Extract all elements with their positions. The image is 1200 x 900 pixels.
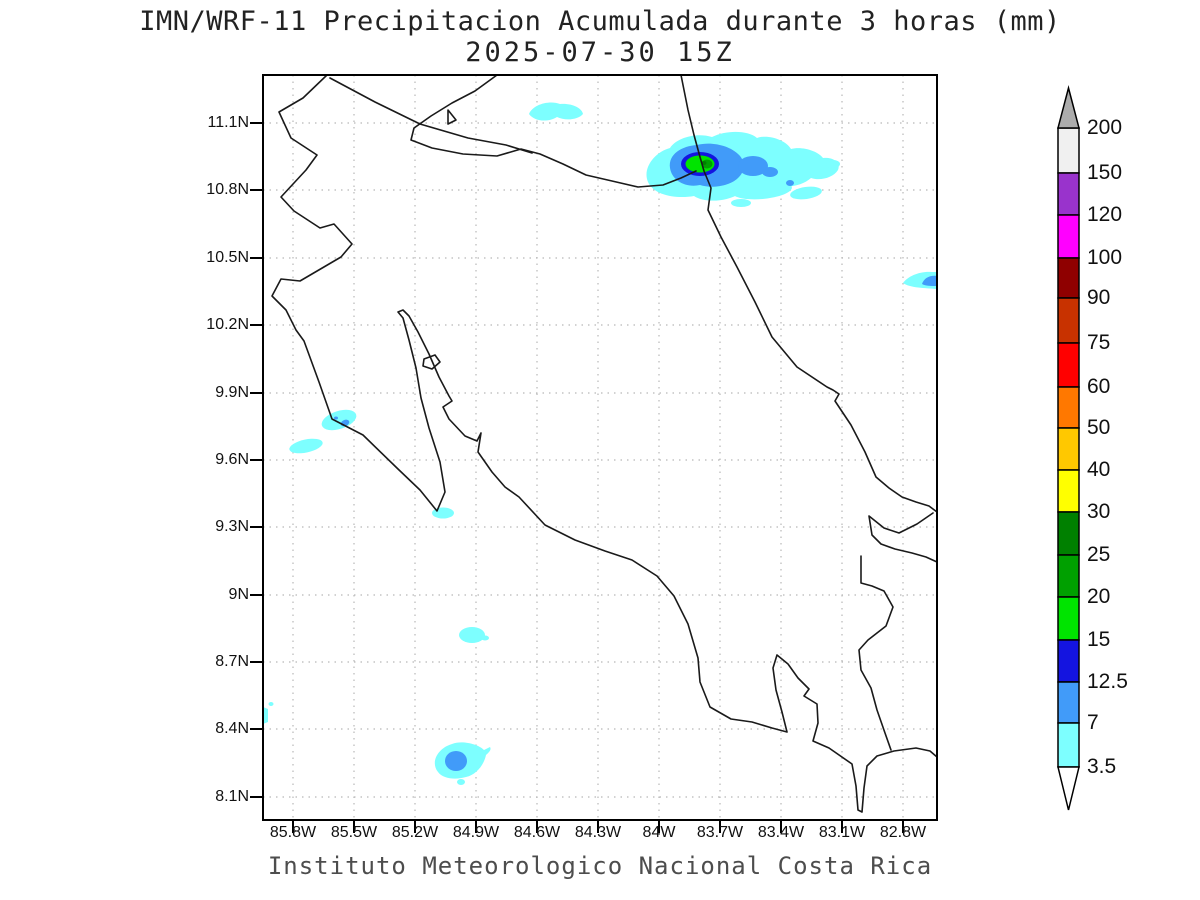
precip-area (263, 707, 268, 724)
colorbar-box (1057, 554, 1080, 598)
coastline (422, 354, 441, 370)
colorbar-box (1057, 681, 1080, 724)
institute-caption: Instituto Meteorologico Nacional Costa R… (267, 852, 933, 880)
colorbar-box (1057, 596, 1080, 641)
colorbar-box (1057, 511, 1080, 556)
precip-area (738, 156, 768, 176)
colorbar-box (1057, 469, 1080, 513)
chart-subtitle: 2025-07-30 15Z (465, 37, 735, 68)
precip-area (459, 627, 485, 643)
precip-area (289, 438, 323, 454)
colorbar-box (1057, 386, 1080, 429)
chart-title: IMN/WRF-11 Precipitacion Acumulada duran… (139, 6, 1061, 37)
precip-area (731, 199, 751, 207)
precip-area (334, 416, 338, 420)
coastline (271, 74, 938, 813)
precip-area (445, 751, 467, 771)
precip-area (826, 160, 840, 168)
coastline (447, 109, 457, 125)
colorbar-box (1057, 297, 1080, 344)
precip-area (762, 167, 778, 177)
colorbar-box (1057, 722, 1080, 768)
colorbar-box (1057, 342, 1080, 388)
precip-area (732, 180, 792, 200)
precip-area (529, 102, 583, 121)
colorbar-bottom-arrow (1057, 766, 1080, 811)
colorbar-box (1057, 127, 1080, 174)
precip-area (481, 635, 489, 641)
colorbar-box (1057, 639, 1080, 683)
colorbar-box (1057, 172, 1080, 216)
precip-area (786, 180, 794, 186)
precip-area (268, 702, 274, 706)
precip-area (922, 275, 937, 286)
coastline (868, 512, 938, 563)
colorbar-box (1057, 257, 1080, 299)
coastline (858, 555, 894, 751)
coastline (410, 74, 697, 188)
coastline (329, 77, 533, 154)
precip-area (790, 186, 822, 200)
colorbar-box (1057, 214, 1080, 259)
colorbar-box (1057, 427, 1080, 471)
map-frame (262, 74, 938, 821)
precip-area (457, 779, 465, 785)
colorbar-top-arrow (1057, 85, 1080, 129)
coastline (680, 74, 938, 513)
